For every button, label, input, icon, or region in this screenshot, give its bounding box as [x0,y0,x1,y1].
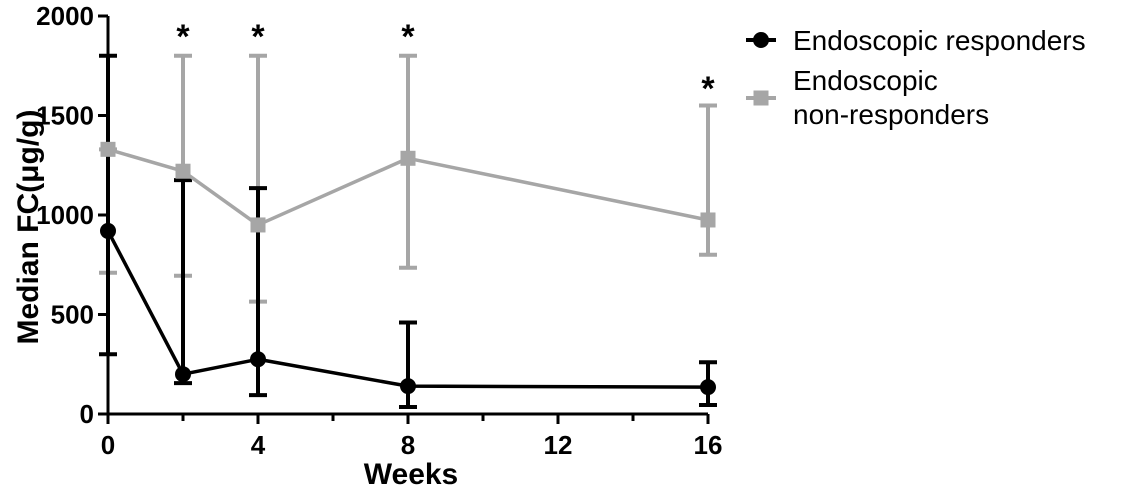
x-axis-title: Weeks [364,458,459,490]
x-tick-label: 4 [251,430,266,460]
significance-markers: * * * * [176,18,715,108]
data-point-square [700,212,716,228]
x-tick-label: 8 [401,430,415,460]
data-point-square [250,217,266,233]
data-point-circle [250,351,266,368]
y-axis-title: Median FC(μg/g) [12,110,45,345]
error-bars [99,53,717,410]
x-tick-label: 0 [101,430,115,460]
y-tick-label: 1500 [36,101,94,131]
significance-asterisk: * [701,70,715,108]
data-point-circle [700,379,716,396]
data-point-square [400,150,416,166]
legend-label: Endoscopic responders [793,25,1086,56]
legend: Endoscopic responders Endoscopicnon-respo… [746,25,1086,130]
data-point-circle [100,222,116,239]
data-point-square [100,141,116,157]
data-point-circle [400,378,416,395]
significance-asterisk: * [251,18,265,56]
legend-swatch-circle [753,32,769,48]
data-point-square [175,163,191,179]
legend-swatch-square [753,90,769,106]
x-tick-label: 16 [694,430,723,460]
y-tick-label: 1000 [36,200,94,230]
x-tick-label: 12 [544,430,573,460]
legend-label: non-responders [793,99,989,130]
data-point-circle [175,366,191,383]
y-tick-label: 500 [51,300,94,330]
axes: 0 4 8 12 16 0 500 1000 1500 2000 Weeks Median FC(μg… [12,1,722,490]
series-markers [100,141,716,396]
legend-label: Endoscopic [793,65,938,96]
significance-asterisk: * [176,18,190,56]
y-tick-label: 0 [80,399,94,429]
significance-asterisk: * [401,18,415,56]
y-tick-label: 2000 [36,1,94,31]
